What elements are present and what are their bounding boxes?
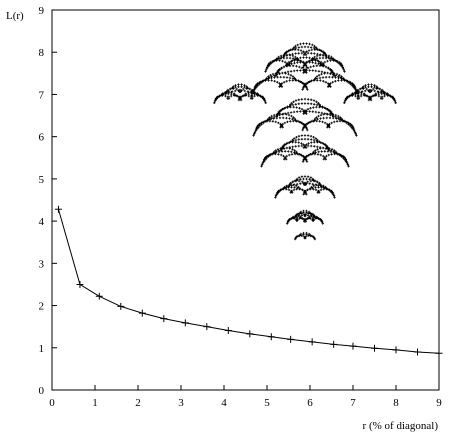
x-axis-ticks: 0 1 2 3 4 5 6 7 8 9 [49, 385, 442, 409]
y-tick-label: 2 [39, 301, 45, 313]
series-layer [54, 205, 443, 357]
data-point-marker [308, 338, 316, 346]
data-point-marker [95, 292, 103, 300]
y-axis-ticks: 0 1 2 3 4 5 6 7 8 9 [39, 5, 57, 397]
series-line [57, 209, 440, 354]
y-tick-label: 7 [39, 89, 45, 101]
data-point-marker [287, 335, 295, 343]
data-point-marker [76, 280, 84, 288]
data-point-marker [330, 340, 338, 348]
x-tick-label: 7 [350, 397, 356, 409]
data-point-marker [117, 302, 125, 310]
data-point-marker [392, 346, 400, 354]
data-point-marker [435, 349, 443, 357]
y-tick-label: 6 [39, 132, 45, 144]
y-tick-label: 4 [39, 216, 45, 228]
y-tick-label: 0 [39, 385, 45, 397]
x-tick-label: 4 [221, 397, 227, 409]
data-point-marker [203, 323, 211, 331]
fractal-inset [213, 42, 397, 241]
data-point-marker [224, 326, 232, 334]
x-tick-label: 0 [49, 397, 55, 409]
x-axis-title: r (% of diagonal) [363, 420, 439, 432]
y-tick-label: 3 [39, 258, 45, 270]
x-tick-label: 5 [264, 397, 270, 409]
x-tick-label: 6 [307, 397, 313, 409]
data-point-marker [246, 330, 254, 338]
x-tick-label: 2 [135, 397, 141, 409]
x-tick-label: 8 [393, 397, 399, 409]
fractal-tree-image [213, 42, 397, 241]
x-tick-label: 3 [178, 397, 184, 409]
y-axis-title: L(r) [6, 10, 24, 22]
data-point-marker [138, 309, 146, 317]
x-tick-label: 9 [436, 397, 442, 409]
data-point-marker [414, 348, 421, 356]
data-point-marker [349, 342, 357, 350]
data-point-marker [54, 205, 62, 213]
plot-frame [51, 9, 440, 391]
x-tick-label: 1 [92, 397, 98, 409]
y-tick-label: 1 [39, 343, 45, 355]
data-point-marker [160, 315, 168, 323]
y-tick-label: 9 [39, 5, 45, 17]
data-point-marker [181, 319, 189, 327]
data-point-marker [371, 344, 378, 352]
y-tick-label: 5 [39, 174, 45, 186]
y-tick-label: 8 [39, 47, 45, 59]
data-point-marker [267, 333, 275, 341]
